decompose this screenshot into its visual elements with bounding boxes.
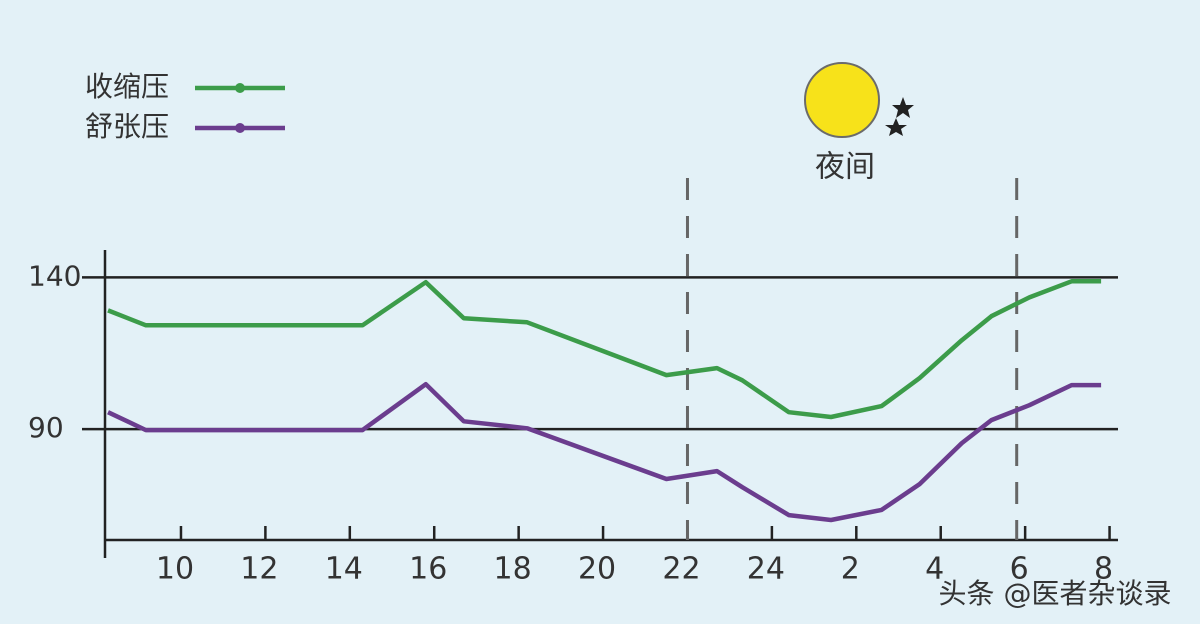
x-tick-label: 18 bbox=[494, 552, 532, 587]
legend-marker bbox=[235, 123, 245, 133]
x-tick-label: 16 bbox=[409, 552, 447, 587]
legend-marker bbox=[235, 83, 245, 93]
x-tick-label: 14 bbox=[325, 552, 363, 587]
annotation: 夜间 bbox=[815, 150, 875, 185]
legend-label: 收缩压 bbox=[85, 70, 169, 103]
x-tick-label: 12 bbox=[240, 552, 278, 587]
watermark: 头条 @医者杂谈录 bbox=[939, 577, 1172, 610]
x-tick-label: 6 bbox=[1010, 552, 1029, 587]
x-tick-label: 10 bbox=[156, 552, 194, 587]
y-tick-label: 140 bbox=[28, 259, 81, 292]
x-tick-label: 4 bbox=[925, 552, 944, 587]
y-tick-label: 90 bbox=[28, 411, 64, 444]
x-tick-label: 22 bbox=[662, 552, 700, 587]
x-tick-label: 8 bbox=[1094, 552, 1113, 587]
series-line bbox=[107, 279, 1102, 420]
sun-icon bbox=[804, 62, 880, 138]
x-tick-label: 2 bbox=[841, 552, 860, 587]
x-tick-label: 20 bbox=[578, 552, 616, 587]
legend-label: 舒张压 bbox=[85, 110, 169, 143]
star-icon bbox=[885, 97, 914, 136]
series-line bbox=[107, 381, 1102, 523]
x-tick-label: 24 bbox=[747, 552, 785, 587]
